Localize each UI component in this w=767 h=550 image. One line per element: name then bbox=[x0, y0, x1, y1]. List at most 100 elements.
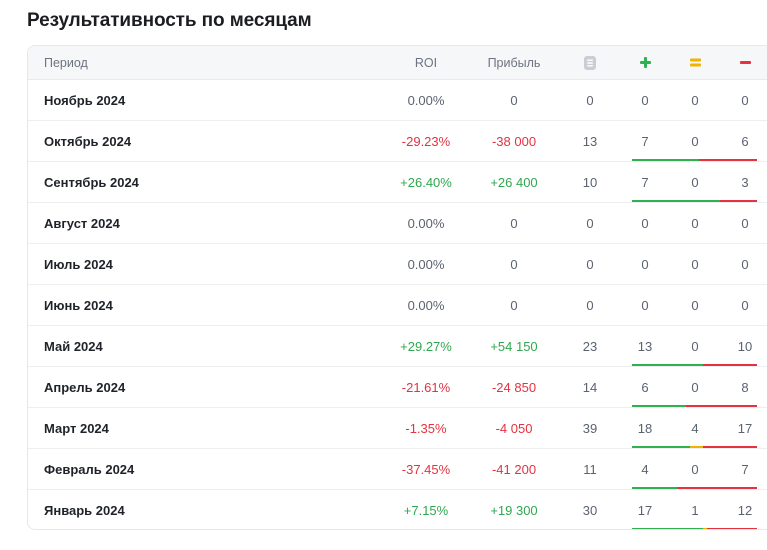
roi-cell: +29.27% bbox=[400, 338, 452, 354]
wins-count-cell: 0 bbox=[641, 215, 649, 231]
period-cell: Январь 2024 bbox=[44, 503, 125, 518]
draw-segment bbox=[689, 446, 703, 448]
losses-count-cell: 3 bbox=[741, 174, 749, 190]
draws-count-cell: 0 bbox=[691, 92, 699, 108]
period-cell: Ноябрь 2024 bbox=[44, 92, 126, 108]
period-cell: Июль 2024 bbox=[44, 256, 113, 272]
loss-segment bbox=[685, 405, 757, 407]
period-cell: Октябрь 2024 bbox=[44, 133, 132, 149]
period-cell: Июнь 2024 bbox=[44, 297, 113, 313]
win-segment bbox=[632, 364, 703, 366]
total-count-cell: 23 bbox=[582, 338, 598, 354]
profit-cell: -4 050 bbox=[495, 420, 533, 436]
roi-cell: -37.45% bbox=[401, 461, 451, 477]
losses-count-cell: 0 bbox=[741, 215, 749, 231]
loss-segment bbox=[677, 487, 757, 489]
header-draws[interactable] bbox=[680, 46, 710, 79]
win-segment bbox=[632, 405, 686, 407]
losses-count-cell: 0 bbox=[741, 92, 749, 108]
total-count-cell: 0 bbox=[586, 297, 594, 313]
losses-count-cell: 0 bbox=[741, 297, 749, 313]
roi-cell: +7.15% bbox=[403, 503, 449, 518]
draws-count-cell: 0 bbox=[691, 297, 699, 313]
draws-count-cell: 0 bbox=[691, 174, 699, 190]
results-ratio-bar bbox=[632, 364, 757, 366]
profit-cell: -38 000 bbox=[491, 133, 537, 149]
table-row[interactable]: Июнь 2024 0.00% 0 0 0 0 0 bbox=[28, 285, 767, 326]
draws-count-cell: 0 bbox=[691, 338, 699, 354]
period-cell: Март 2024 bbox=[44, 420, 109, 436]
results-ratio-bar bbox=[632, 446, 757, 448]
win-segment bbox=[632, 446, 690, 448]
profit-cell: +19 300 bbox=[490, 503, 538, 518]
losses-count-cell: 7 bbox=[741, 461, 749, 477]
loss-segment bbox=[702, 364, 757, 366]
profit-cell: +26 400 bbox=[490, 174, 538, 190]
wins-count-cell: 7 bbox=[641, 133, 649, 149]
table-row[interactable]: Январь 2024 +7.15% +19 300 30 17 1 12 bbox=[28, 490, 767, 529]
roi-cell: 0.00% bbox=[407, 92, 445, 108]
table-row[interactable]: Май 2024 +29.27% +54 150 23 13 0 10 bbox=[28, 326, 767, 367]
profit-cell: 0 bbox=[510, 256, 518, 272]
total-count-cell: 0 bbox=[586, 92, 594, 108]
roi-cell: 0.00% bbox=[407, 215, 445, 231]
loss-segment bbox=[706, 528, 757, 529]
table-row[interactable]: Сентябрь 2024 +26.40% +26 400 10 7 0 3 bbox=[28, 162, 767, 203]
wins-count-cell: 0 bbox=[641, 92, 649, 108]
wins-count-cell: 0 bbox=[641, 256, 649, 272]
win-segment bbox=[632, 528, 703, 529]
win-segment bbox=[632, 159, 700, 161]
losses-count-cell: 6 bbox=[741, 133, 749, 149]
period-cell: Август 2024 bbox=[44, 215, 120, 231]
wins-count-cell: 6 bbox=[641, 379, 649, 395]
monthly-results-table: Период ROI Прибыль bbox=[27, 45, 767, 530]
roi-cell: +26.40% bbox=[400, 174, 452, 190]
wins-count-cell: 4 bbox=[641, 461, 649, 477]
equals-icon bbox=[689, 58, 701, 67]
period-cell: Апрель 2024 bbox=[44, 379, 126, 395]
header-roi[interactable]: ROI bbox=[414, 55, 438, 70]
table-row[interactable]: Август 2024 0.00% 0 0 0 0 0 bbox=[28, 203, 767, 244]
draws-count-cell: 0 bbox=[691, 133, 699, 149]
table-row[interactable]: Март 2024 -1.35% -4 050 39 18 4 17 bbox=[28, 408, 767, 449]
roi-cell: -1.35% bbox=[405, 420, 447, 436]
profit-cell: 0 bbox=[510, 297, 518, 313]
win-segment bbox=[632, 200, 720, 202]
results-ratio-bar bbox=[632, 528, 757, 529]
roi-cell: -21.61% bbox=[401, 379, 451, 395]
roi-cell: 0.00% bbox=[407, 297, 445, 313]
draw-segment bbox=[702, 528, 707, 529]
table-row[interactable]: Июль 2024 0.00% 0 0 0 0 0 bbox=[28, 244, 767, 285]
table-row[interactable]: Февраль 2024 -37.45% -41 200 11 4 0 7 bbox=[28, 449, 767, 490]
header-total[interactable] bbox=[575, 46, 605, 79]
total-count-cell: 0 bbox=[586, 215, 594, 231]
draws-count-cell: 0 bbox=[691, 379, 699, 395]
table-row[interactable]: Апрель 2024 -21.61% -24 850 14 6 0 8 bbox=[28, 367, 767, 408]
loss-segment bbox=[719, 200, 757, 202]
win-segment bbox=[632, 487, 678, 489]
results-ratio-bar bbox=[632, 200, 757, 202]
table-header: Период ROI Прибыль bbox=[28, 46, 767, 80]
total-count-cell: 11 bbox=[583, 461, 597, 477]
losses-count-cell: 10 bbox=[737, 338, 753, 354]
losses-count-cell: 8 bbox=[741, 379, 749, 395]
wins-count-cell: 0 bbox=[641, 297, 649, 313]
total-count-cell: 13 bbox=[582, 133, 598, 149]
total-count-cell: 0 bbox=[586, 256, 594, 272]
header-profit[interactable]: Прибыль bbox=[487, 55, 541, 70]
header-wins[interactable] bbox=[630, 46, 660, 79]
page-title: Результативность по месяцам bbox=[27, 10, 312, 31]
draws-count-cell: 0 bbox=[691, 461, 699, 477]
losses-count-cell: 0 bbox=[741, 256, 749, 272]
results-ratio-bar bbox=[632, 405, 757, 407]
wins-count-cell: 13 bbox=[637, 338, 653, 354]
losses-count-cell: 17 bbox=[737, 420, 753, 436]
total-count-cell: 30 bbox=[582, 503, 598, 518]
draws-count-cell: 1 bbox=[691, 503, 699, 518]
header-losses[interactable] bbox=[730, 46, 760, 79]
table-row[interactable]: Ноябрь 2024 0.00% 0 0 0 0 0 bbox=[28, 80, 767, 121]
total-count-cell: 39 bbox=[582, 420, 598, 436]
table-row[interactable]: Октябрь 2024 -29.23% -38 000 13 7 0 6 bbox=[28, 121, 767, 162]
header-period[interactable]: Период bbox=[44, 55, 88, 70]
